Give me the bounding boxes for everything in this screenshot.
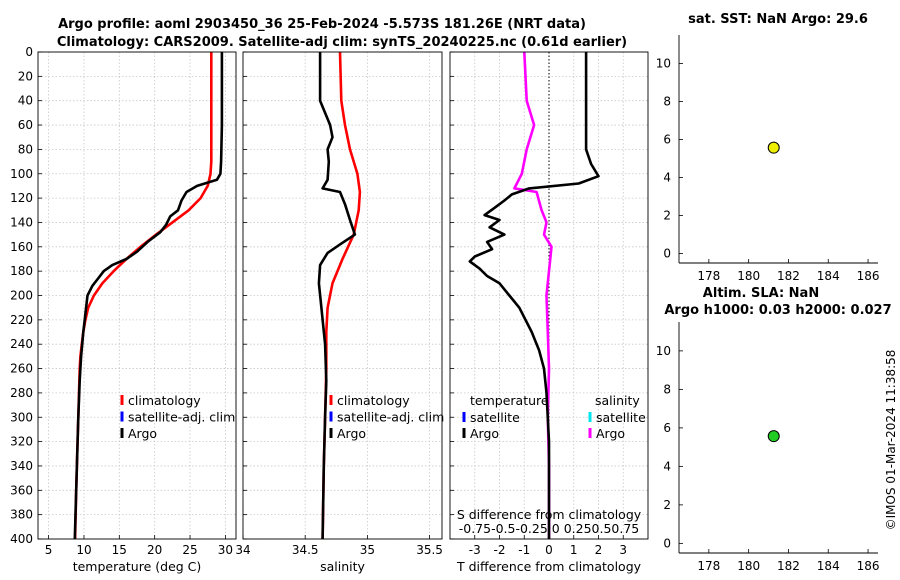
axes-frame bbox=[37, 51, 237, 540]
sst-x-tick-label: 184 bbox=[817, 269, 840, 283]
difference-legend-label: Argo bbox=[596, 426, 625, 441]
axes-frame bbox=[449, 51, 649, 540]
y-tick-label: 160 bbox=[10, 240, 33, 254]
difference-legend-label: satellite bbox=[596, 410, 646, 425]
axes-frame bbox=[242, 51, 443, 540]
y-tick-label: 60 bbox=[18, 118, 33, 132]
temperature-difference-axis-label: T difference from climatology bbox=[456, 559, 642, 574]
difference-legend-label: Argo bbox=[470, 426, 499, 441]
x-tick-label: 2 bbox=[595, 543, 603, 557]
x-tick-label: 25 bbox=[182, 543, 197, 557]
sla-x-tick-label: 180 bbox=[737, 559, 760, 573]
y-tick-label: 0 bbox=[25, 45, 33, 59]
difference-legend-label: satellite bbox=[470, 410, 520, 425]
sla-panel-title-line-2: Argo h1000: 0.03 h2000: 0.027 bbox=[664, 303, 891, 318]
y-tick-label: 340 bbox=[10, 459, 33, 473]
sst-x-tick-label: 182 bbox=[777, 269, 800, 283]
difference-legend-title: temperature bbox=[470, 393, 549, 408]
salinity-legend-label: climatology bbox=[337, 393, 410, 408]
y-tick-label: 80 bbox=[18, 142, 33, 156]
sst-panel: 0 2 4 6 8 10 178 180 182 184 186 bbox=[656, 35, 880, 283]
y-tick-label: 220 bbox=[10, 313, 33, 327]
difference-legend-title: salinity bbox=[595, 393, 640, 408]
sst-data-point bbox=[767, 141, 780, 154]
salinity-argo-line bbox=[317, 52, 357, 540]
figure-title-line-2: Climatology: CARS2009. Satellite-adj cli… bbox=[57, 35, 627, 50]
y-tick-label: 240 bbox=[10, 337, 33, 351]
x-tick-label: 20 bbox=[147, 543, 162, 557]
salinity-x-axis-label: salinity bbox=[320, 559, 365, 574]
y-tick-label: 120 bbox=[10, 191, 33, 205]
y-tick-label: 100 bbox=[10, 167, 33, 181]
y-tick-label: 360 bbox=[10, 483, 33, 497]
x-tick-label: 35 bbox=[360, 543, 375, 557]
sla-panel: 0 2 4 6 8 10 178 180 182 184 186 bbox=[656, 322, 880, 573]
x-tick-label: 1 bbox=[570, 543, 578, 557]
figure-title-line-1: Argo profile: aoml 2903450_36 25-Feb-202… bbox=[58, 17, 586, 32]
sla-x-tick-label: 178 bbox=[697, 559, 720, 573]
x-tick-label: 34 bbox=[235, 543, 250, 557]
sla-y-tick-label: 2 bbox=[663, 498, 671, 512]
x-tick-label: -3 bbox=[469, 543, 481, 557]
x-tick-label: 35.5 bbox=[416, 543, 443, 557]
x-tick-label: 34.5 bbox=[292, 543, 319, 557]
y-tick-label: 280 bbox=[10, 386, 33, 400]
sla-y-tick-label: 8 bbox=[663, 382, 671, 396]
sst-y-tick-label: 6 bbox=[663, 133, 671, 147]
sla-data-point bbox=[767, 430, 780, 443]
x-tick-label: 10 bbox=[76, 543, 91, 557]
salinity-difference-tick-labels: -0.75-0.5-0.25 0 0.250.50.75 bbox=[459, 521, 640, 536]
sst-y-tick-label: 10 bbox=[656, 57, 671, 71]
sst-panel-title: sat. SST: NaN Argo: 29.6 bbox=[688, 12, 868, 27]
temperature-legend-label: satellite-adj. clim bbox=[128, 410, 235, 425]
y-tick-label: 20 bbox=[18, 69, 33, 83]
sla-y-tick-label: 4 bbox=[663, 459, 671, 473]
sst-y-tick-label: 0 bbox=[663, 247, 671, 261]
sla-panel-title-line-1: Altim. SLA: NaN bbox=[703, 286, 819, 301]
sst-x-tick-label: 178 bbox=[697, 269, 720, 283]
x-tick-label: 5 bbox=[45, 543, 53, 557]
sst-y-tick-label: 8 bbox=[663, 95, 671, 109]
salinity-panel: 34 34.5 35 35.5 climatology satellite-adj. cl… bbox=[235, 51, 444, 574]
sla-y-tick-label: 6 bbox=[663, 421, 671, 435]
x-tick-label: 30 bbox=[218, 543, 233, 557]
y-tick-label: 400 bbox=[10, 532, 33, 546]
sst-y-tick-label: 4 bbox=[663, 171, 671, 185]
sst-x-tick-label: 180 bbox=[737, 269, 760, 283]
temperature-argo-line bbox=[73, 52, 224, 540]
y-tick-label: 380 bbox=[10, 508, 33, 522]
temperature-panel: 0 20 40 60 80 100 120 140 160 180 200 220 240 260 280 3… bbox=[10, 45, 237, 574]
sla-y-tick-label: 0 bbox=[663, 536, 671, 550]
salinity-difference-axis-label: S difference from climatology bbox=[457, 507, 642, 522]
timestamp-watermark: ©IMOS 01-Mar-2024 11:38:58 bbox=[884, 350, 898, 531]
sla-x-tick-label: 182 bbox=[777, 559, 800, 573]
sla-x-tick-label: 184 bbox=[817, 559, 840, 573]
x-tick-label: -1 bbox=[518, 543, 530, 557]
sst-y-tick-label: 2 bbox=[663, 209, 671, 223]
x-tick-label: -2 bbox=[494, 543, 506, 557]
y-tick-label: 320 bbox=[10, 435, 33, 449]
temperature-difference-line bbox=[468, 52, 600, 539]
temperature-legend-label: climatology bbox=[128, 393, 201, 408]
y-tick-label: 300 bbox=[10, 410, 33, 424]
y-tick-label: 180 bbox=[10, 264, 33, 278]
sla-x-tick-label: 186 bbox=[857, 559, 880, 573]
y-tick-label: 140 bbox=[10, 215, 33, 229]
y-tick-label: 40 bbox=[18, 94, 33, 108]
salinity-legend-label: satellite-adj. clim bbox=[337, 410, 444, 425]
temperature-legend-label: Argo bbox=[128, 426, 157, 441]
salinity-difference-line bbox=[513, 51, 553, 539]
x-tick-label: 0 bbox=[545, 543, 553, 557]
temperature-x-axis-label: temperature (deg C) bbox=[73, 559, 202, 574]
x-tick-label: 15 bbox=[112, 543, 127, 557]
y-tick-label: 260 bbox=[10, 362, 33, 376]
y-tick-label: 200 bbox=[10, 289, 33, 303]
salinity-legend-label: Argo bbox=[337, 426, 366, 441]
sla-y-tick-label: 10 bbox=[656, 344, 671, 358]
sst-x-tick-label: 186 bbox=[857, 269, 880, 283]
x-tick-label: 3 bbox=[619, 543, 627, 557]
